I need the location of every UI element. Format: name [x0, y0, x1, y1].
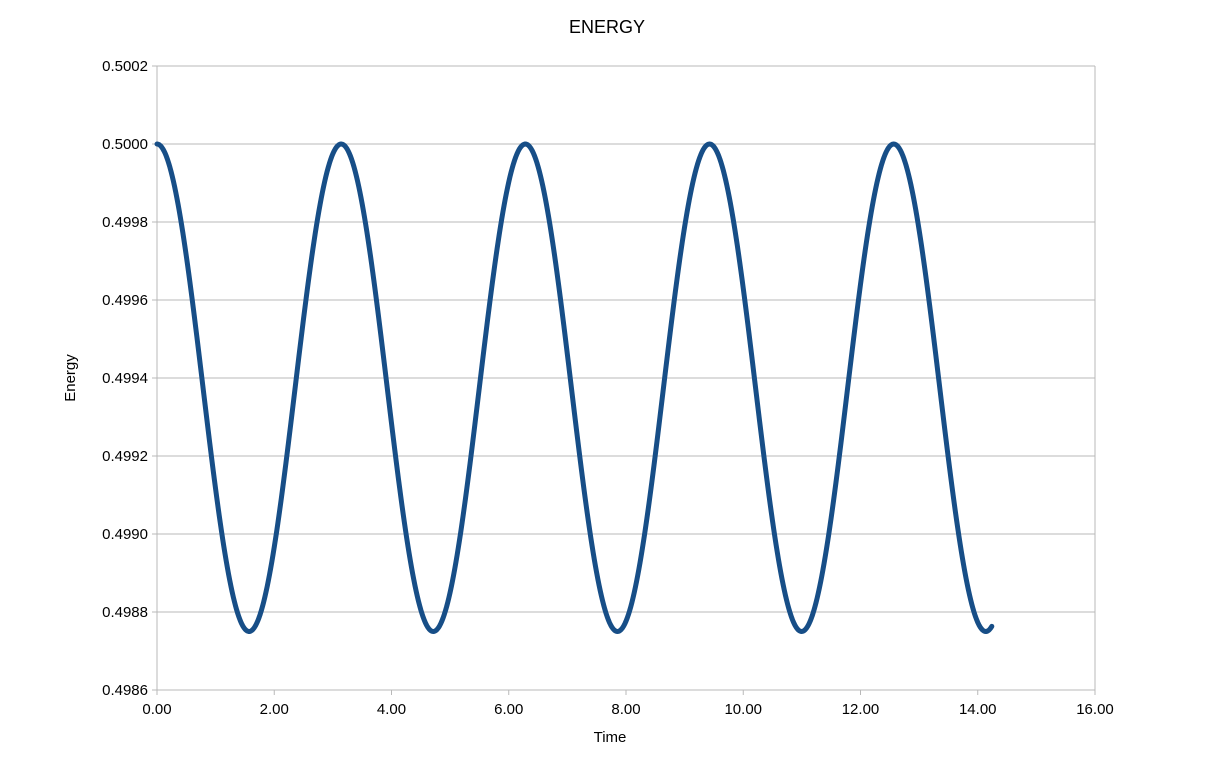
x-tick-label: 4.00: [377, 701, 406, 718]
x-tick-label: 6.00: [494, 701, 523, 718]
y-tick-label: 0.4994: [102, 370, 148, 387]
y-tick-label: 0.4988: [102, 604, 148, 621]
x-tick-label: 2.00: [260, 701, 289, 718]
axes: [152, 65, 1096, 695]
y-tick-label: 0.5000: [102, 136, 148, 153]
y-tick-label: 0.5002: [102, 58, 148, 75]
x-tick-label: 16.00: [1076, 701, 1114, 718]
y-axis-title: Energy: [62, 354, 79, 402]
x-tick-label: 10.00: [724, 701, 762, 718]
y-tick-label: 0.4998: [102, 214, 148, 231]
chart-title: ENERGY: [569, 17, 645, 37]
x-tick-label: 0.00: [142, 701, 171, 718]
data-series: [154, 141, 995, 634]
y-tick-label: 0.4996: [102, 292, 148, 309]
x-tick-label: 14.00: [959, 701, 997, 718]
x-tick-label: 8.00: [611, 701, 640, 718]
y-tick-label: 0.4992: [102, 448, 148, 465]
x-tick-label: 12.00: [842, 701, 880, 718]
y-tick-label: 0.4990: [102, 526, 148, 543]
tick-labels: 0.00 2.00 4.00 6.00 8.00 10.00 12.00 14.00 16.00…: [102, 58, 1114, 718]
y-tick-label: 0.4986: [102, 682, 148, 699]
energy-series-line: [154, 141, 995, 634]
x-axis-title: Time: [594, 729, 627, 746]
